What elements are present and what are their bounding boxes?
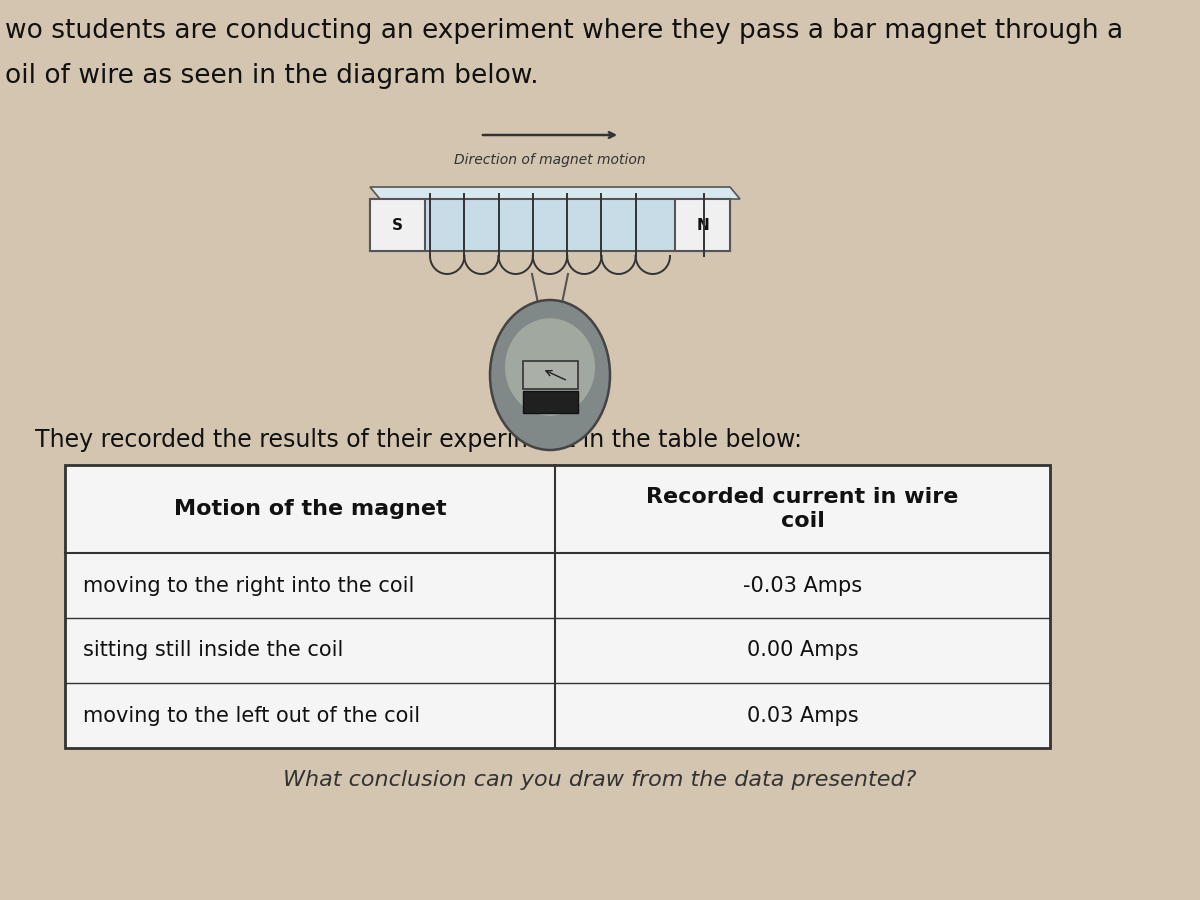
Text: -0.03 Amps: -0.03 Amps — [743, 575, 862, 596]
Ellipse shape — [490, 300, 610, 450]
Text: Recorded current in wire
coil: Recorded current in wire coil — [647, 488, 959, 531]
Bar — [522, 391, 577, 413]
Bar — [370, 199, 730, 251]
Text: 0.00 Amps: 0.00 Amps — [746, 641, 858, 661]
Text: moving to the left out of the coil: moving to the left out of the coil — [83, 706, 420, 725]
Text: Motion of the magnet: Motion of the magnet — [174, 499, 446, 519]
Text: S: S — [392, 218, 403, 232]
Text: wo students are conducting an experiment where they pass a bar magnet through a: wo students are conducting an experiment… — [5, 18, 1123, 44]
Bar — [370, 199, 425, 251]
Ellipse shape — [505, 319, 595, 416]
Text: moving to the right into the coil: moving to the right into the coil — [83, 575, 414, 596]
Text: oil of wire as seen in the diagram below.: oil of wire as seen in the diagram below… — [5, 63, 539, 89]
Text: N: N — [696, 218, 709, 232]
Bar — [674, 199, 730, 251]
Text: They recorded the results of their experiment in the table below:: They recorded the results of their exper… — [5, 428, 802, 452]
Text: What conclusion can you draw from the data presented?: What conclusion can you draw from the da… — [283, 770, 917, 790]
Text: 0.03 Amps: 0.03 Amps — [746, 706, 858, 725]
Text: Direction of magnet motion: Direction of magnet motion — [454, 153, 646, 167]
Bar — [65, 465, 1050, 748]
Text: sitting still inside the coil: sitting still inside the coil — [83, 641, 343, 661]
Polygon shape — [370, 187, 740, 199]
Bar — [65, 465, 1050, 748]
Bar — [522, 361, 577, 389]
